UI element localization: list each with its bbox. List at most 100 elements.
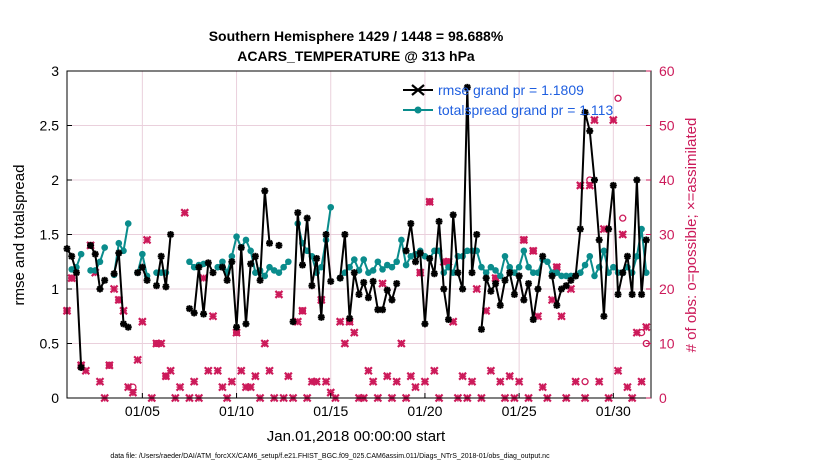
spread-point xyxy=(610,263,617,271)
rmse-point xyxy=(426,254,434,262)
obs-assimilated-point xyxy=(411,382,420,392)
rmse-point xyxy=(303,214,311,222)
rmse-point xyxy=(87,241,95,249)
obs-assimilated-point xyxy=(571,377,580,386)
rmse-line-segment xyxy=(155,234,172,288)
spread-point xyxy=(327,203,335,211)
obs-assimilated-point xyxy=(538,382,547,392)
rmse-point xyxy=(68,252,76,260)
rmse-point xyxy=(506,269,514,277)
obs-assimilated-point xyxy=(496,377,505,386)
rmse-point xyxy=(520,296,528,304)
rmse-line-segment xyxy=(66,248,83,368)
rmse-point xyxy=(200,310,208,318)
obs-assimilated-point xyxy=(378,279,387,288)
y-tick-label-left: 0 xyxy=(51,390,59,406)
spread-point xyxy=(285,258,292,266)
rmse-point xyxy=(256,276,264,284)
rmse-point xyxy=(492,280,500,288)
y-tick-label-right: 40 xyxy=(659,172,675,188)
obs-assimilated-point xyxy=(109,284,119,294)
obs-assimilated-point xyxy=(642,322,651,332)
obs-possible-point xyxy=(619,214,627,222)
line-series xyxy=(63,83,650,371)
obs-assimilated-point xyxy=(528,246,538,256)
legend-spread-label: totalspread grand pr = 1.113 xyxy=(438,102,613,118)
obs-assimilated-point xyxy=(613,366,623,376)
rmse-point xyxy=(600,312,608,320)
legend: rmse grand pr = 1.1809 totalspread grand… xyxy=(403,82,613,118)
chart-subtitle: ACARS_TEMPERATURE @ 313 hPa xyxy=(237,48,475,64)
rmse-point xyxy=(562,282,570,290)
rmse-point xyxy=(134,269,142,277)
spread-point xyxy=(369,267,377,274)
chart-title: Southern Hemisphere 1429 / 1448 = 98.688… xyxy=(209,28,504,44)
obs-assimilated-point xyxy=(547,295,557,305)
obs-assimilated-point xyxy=(340,339,350,348)
x-tick-label: 01/25 xyxy=(502,403,537,419)
y-axis-label-right: # of obs: o=possible; ×=assimilated xyxy=(683,118,700,353)
obs-assimilated-point xyxy=(623,382,632,392)
rmse-point xyxy=(124,323,132,331)
obs-assimilated-point xyxy=(425,197,434,207)
rmse-point xyxy=(614,290,622,298)
rmse-point xyxy=(501,276,509,284)
spread-point xyxy=(520,247,528,255)
spread-point xyxy=(529,269,537,276)
rmse-point xyxy=(590,176,598,184)
rmse-point xyxy=(510,290,518,298)
obs-assimilated-point xyxy=(505,371,514,381)
x-tick-label: 01/05 xyxy=(125,403,160,419)
x-axis-label: Jan.01,2018 00:00:00 start xyxy=(267,428,446,445)
rmse-point xyxy=(525,280,533,288)
spread-point xyxy=(261,272,269,280)
rmse-point xyxy=(430,270,438,278)
rmse-point xyxy=(308,282,316,290)
obs-assimilated-point xyxy=(364,366,373,376)
rmse-point xyxy=(482,274,490,282)
x-tick-label: 01/10 xyxy=(219,403,254,419)
y-tick-label-right: 50 xyxy=(659,118,675,134)
spread-point xyxy=(350,256,358,263)
y-axis-label-left: rmse and totalspread xyxy=(11,165,28,306)
obs-assimilated-point xyxy=(218,382,227,392)
obs-assimilated-point xyxy=(138,317,147,326)
obs-assimilated-point xyxy=(519,235,529,245)
spread-point xyxy=(280,263,287,271)
rmse-point xyxy=(463,83,471,91)
spread-point xyxy=(501,252,509,260)
spread-point xyxy=(318,263,325,271)
spread-point xyxy=(247,247,254,255)
rmse-point xyxy=(379,306,387,314)
rmse-point xyxy=(595,236,603,244)
spread-point xyxy=(553,269,561,276)
obs-assimilated-point xyxy=(265,366,274,376)
rmse-point xyxy=(539,252,547,260)
rmse-point xyxy=(440,285,448,293)
obs-assimilated-point xyxy=(382,371,392,381)
spread-point xyxy=(586,252,594,260)
spread-point xyxy=(266,263,273,271)
rmse-point xyxy=(553,301,561,309)
obs-assimilated-point xyxy=(472,284,482,294)
spread-point xyxy=(101,244,108,251)
y-tick-label-left: 1 xyxy=(51,281,59,297)
rmse-point xyxy=(449,211,457,219)
obs-assimilated-point xyxy=(458,371,467,381)
rmse-point xyxy=(473,231,481,238)
obs-assimilated-point xyxy=(67,273,76,283)
rmse-point xyxy=(289,318,297,326)
spread-point xyxy=(360,256,368,263)
obs-assimilated-point xyxy=(392,377,401,386)
obs-assimilated-point xyxy=(236,366,246,376)
rmse-point xyxy=(228,258,236,266)
spread-point xyxy=(219,258,226,266)
spread-point xyxy=(591,272,598,280)
rmse-point xyxy=(185,305,193,313)
spread-point xyxy=(464,247,471,255)
rmse-point xyxy=(261,187,269,195)
spread-point xyxy=(581,261,589,269)
rmse-series xyxy=(63,83,650,371)
spread-point xyxy=(577,269,584,276)
